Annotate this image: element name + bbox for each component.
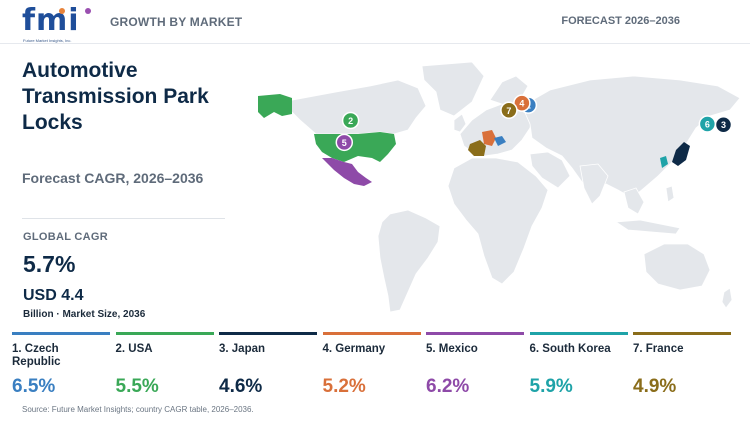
country-card-bar bbox=[529, 332, 628, 335]
country-card-bar bbox=[219, 332, 317, 335]
country-name: 2. USA bbox=[115, 343, 153, 355]
philippines bbox=[665, 185, 675, 203]
country-card-bar bbox=[633, 332, 731, 335]
india bbox=[579, 163, 609, 205]
south-korea-shape bbox=[660, 156, 668, 168]
country-cagr-value: 5.9% bbox=[529, 376, 573, 397]
usa-alaska-shape bbox=[258, 94, 292, 118]
country-card-germany[interactable]: 4. Germany 5.2% bbox=[322, 332, 421, 402]
logo-dot-purple bbox=[85, 8, 91, 14]
middle-east bbox=[529, 151, 571, 189]
country-card-bar bbox=[426, 332, 524, 335]
mexico-shape bbox=[322, 158, 372, 186]
summary-divider bbox=[22, 218, 225, 219]
country-card-south-korea[interactable]: 6. South Korea 5.9% bbox=[529, 332, 628, 402]
marker-usa[interactable] bbox=[341, 111, 360, 130]
fmi-logo[interactable]: fmi Future Market Insights, Inc. bbox=[22, 6, 96, 44]
marker-label-france: 7 bbox=[506, 106, 511, 116]
marker-label-usa: 2 bbox=[348, 116, 353, 126]
southeast-asia bbox=[623, 187, 645, 215]
new-zealand bbox=[721, 287, 733, 309]
forecast-period-label: FORECAST 2026–2036 bbox=[561, 15, 680, 27]
report-subtitle: Forecast CAGR, 2026–2036 bbox=[22, 170, 204, 186]
country-card-mexico[interactable]: 5. Mexico 6.2% bbox=[426, 332, 524, 402]
logo-subtext: Future Market Insights, Inc. bbox=[23, 38, 72, 43]
header-bar: fmi Future Market Insights, Inc. GROWTH … bbox=[0, 0, 750, 44]
south-america bbox=[377, 209, 441, 313]
country-card-france[interactable]: 7. France 4.9% bbox=[633, 332, 731, 402]
country-cagr-strip: 1. Czech Republic 6.5% 2. USA 5.5% 3. Japan 4… bbox=[0, 332, 750, 402]
logo-dot-orange bbox=[59, 8, 65, 14]
marker-france[interactable] bbox=[500, 101, 518, 120]
germany-shape bbox=[482, 130, 496, 146]
global-cagr-value: 5.7% bbox=[23, 251, 76, 277]
marker-label-germany: 4 bbox=[519, 99, 524, 109]
country-card-czech-republic[interactable]: 1. Czech Republic 6.5% bbox=[12, 332, 110, 402]
usa-shape bbox=[314, 132, 396, 162]
country-cagr-value: 5.5% bbox=[115, 376, 159, 397]
uk bbox=[453, 113, 467, 133]
africa bbox=[447, 157, 549, 285]
country-markers: 1234567 bbox=[335, 94, 733, 152]
australia bbox=[643, 243, 711, 291]
marker-south-korea[interactable] bbox=[698, 115, 717, 133]
market-size-value: USD 4.4 bbox=[23, 287, 84, 304]
country-name: 4. Germany bbox=[322, 343, 386, 355]
marker-label-mexico: 5 bbox=[342, 138, 347, 148]
country-cagr-value: 4.6% bbox=[219, 376, 263, 397]
country-card-usa[interactable]: 2. USA 5.5% bbox=[115, 332, 214, 402]
country-cagr-value: 6.2% bbox=[426, 376, 470, 397]
france-shape bbox=[468, 140, 486, 156]
czech-republic-shape bbox=[494, 136, 506, 146]
country-name: 7. France bbox=[633, 343, 684, 355]
marker-mexico[interactable] bbox=[335, 133, 354, 152]
global-cagr-label: GLOBAL CAGR bbox=[23, 231, 108, 243]
country-cagr-value: 4.9% bbox=[633, 376, 677, 397]
country-name: 6. South Korea bbox=[529, 343, 611, 355]
growth-by-market-label: GROWTH BY MARKET bbox=[110, 15, 243, 29]
indonesia bbox=[614, 219, 681, 235]
country-cagr-value: 6.5% bbox=[12, 376, 56, 397]
asia bbox=[521, 75, 741, 199]
country-name: 1. Czech Republic bbox=[12, 343, 61, 368]
country-name: 3. Japan bbox=[219, 343, 266, 355]
japan-shape bbox=[672, 142, 690, 166]
world-map: 1234567 bbox=[258, 61, 741, 313]
marker-label-south-korea: 6 bbox=[705, 120, 710, 130]
report-title: Automotive Transmission Park Locks bbox=[22, 59, 209, 134]
country-cagr-value: 5.2% bbox=[322, 376, 366, 397]
greenland bbox=[421, 61, 485, 117]
country-name: 5. Mexico bbox=[426, 343, 478, 355]
marker-label-japan: 3 bbox=[721, 120, 726, 130]
source-note: Source: Future Market Insights; country … bbox=[22, 405, 254, 414]
country-card-bar bbox=[12, 332, 110, 335]
country-card-bar bbox=[115, 332, 214, 335]
market-size-note: Billion · Market Size, 2036 bbox=[23, 309, 146, 320]
country-card-bar bbox=[322, 332, 421, 335]
logo-wordmark: fmi bbox=[22, 3, 80, 38]
country-card-japan[interactable]: 3. Japan 4.6% bbox=[219, 332, 317, 402]
